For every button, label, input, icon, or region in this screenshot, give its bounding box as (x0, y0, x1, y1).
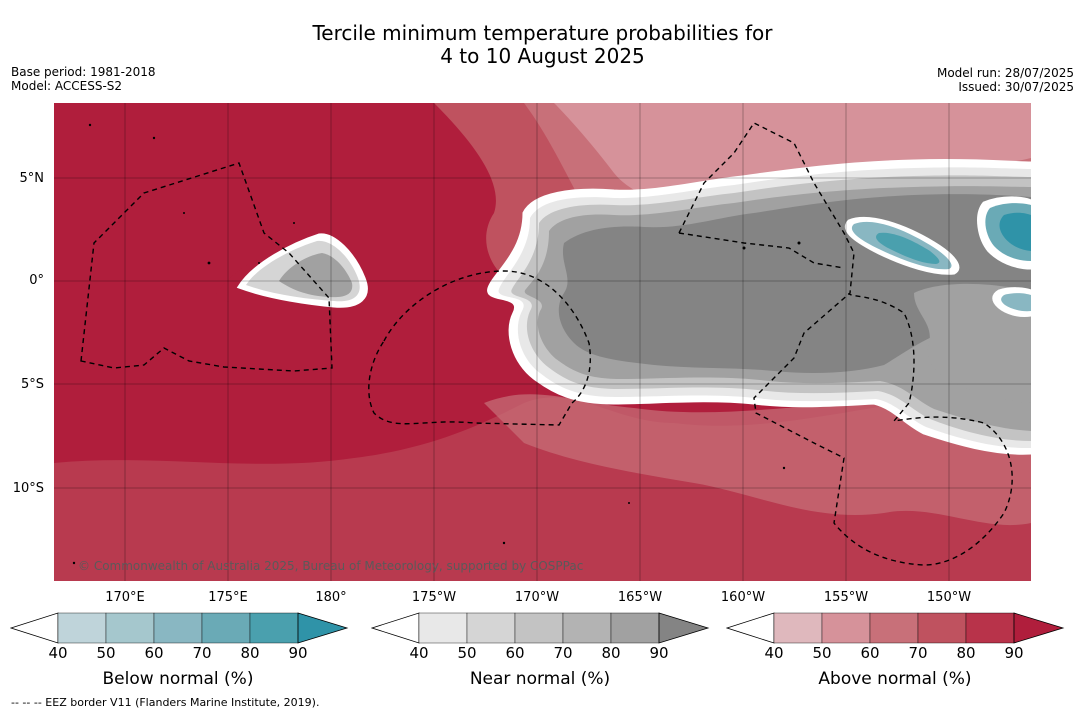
near-normal-west-70 (279, 253, 353, 298)
colorbar-below-seg-1 (105, 612, 155, 644)
cb2-tick-40: 40 (409, 644, 429, 662)
cb3-tick-60: 60 (860, 644, 880, 662)
lon-label-150w: 150°W (926, 590, 972, 605)
lon-label-170e: 170°E (105, 590, 145, 605)
meta-left: Base period: 1981-2018 Model: ACCESS-S2 (11, 65, 156, 93)
colorbar-near-seg-4 (610, 612, 660, 644)
eez-borders (80, 122, 1013, 566)
colorbar-below-seg-0 (57, 612, 107, 644)
cb3-tick-40: 40 (764, 644, 784, 662)
issued-date: Issued: 30/07/2025 (958, 80, 1074, 94)
colorbar-above-seg-3 (917, 612, 967, 644)
title-line-1: Tercile minimum temperature probabilitie… (312, 21, 773, 45)
colorbar-above-seg-1 (821, 612, 871, 644)
colorbar-near-seg-3 (562, 612, 612, 644)
colorbar-above-normal (726, 612, 1065, 644)
cb1-tick-70: 70 (192, 644, 212, 662)
colorbar-below-arrow-right (297, 612, 349, 644)
cb1-tick-40: 40 (48, 644, 68, 662)
cb1-tick-50: 50 (96, 644, 116, 662)
lon-label-160w: 160°W (720, 590, 766, 605)
colorbar-near-seg-1 (466, 612, 516, 644)
cb2-tick-60: 60 (505, 644, 525, 662)
lon-label-180: 180° (315, 590, 347, 605)
cb3-tick-70: 70 (908, 644, 928, 662)
colorbar-above-seg-2 (869, 612, 919, 644)
cb1-label: Below normal (%) (102, 669, 254, 689)
colorbar-above-seg-0 (773, 612, 823, 644)
colorbar-near-normal (371, 612, 710, 644)
graticule (54, 103, 1031, 581)
lon-label-175w: 175°W (411, 590, 457, 605)
colorbar-below-seg-3 (201, 612, 251, 644)
colorbar-below-seg-4 (249, 612, 299, 644)
below-normal-patch-east-core (999, 212, 1031, 251)
lat-label-5n: 5°N (19, 171, 45, 186)
colorbar-below-seg-2 (153, 612, 203, 644)
colorbar-near-seg-2 (514, 612, 564, 644)
model-run: Model run: 28/07/2025 (936, 66, 1074, 80)
cb1-tick-90: 90 (288, 644, 308, 662)
near-normal-east-lighter (914, 283, 1031, 403)
colorbar-below-normal (10, 612, 349, 644)
cb3-tick-90: 90 (1004, 644, 1024, 662)
colorbar-above-seg-4 (965, 612, 1015, 644)
cb2-tick-80: 80 (601, 644, 621, 662)
above-normal-band-50 (554, 103, 1031, 202)
cb2-tick-70: 70 (553, 644, 573, 662)
lon-label-175e: 175°E (208, 590, 248, 605)
colorbar-near-seg-0 (418, 612, 468, 644)
cb1-tick-60: 60 (144, 644, 164, 662)
probability-map (54, 103, 1031, 581)
cb2-label: Near normal (%) (469, 669, 611, 689)
lat-label-5s: 5°S (20, 377, 44, 392)
colorbar-above-arrow-right (1013, 612, 1065, 644)
cb2-tick-90: 90 (649, 644, 669, 662)
copyright-notice: © Commonwealth of Australia 2025, Bureau… (78, 559, 584, 573)
model-name: Model: ACCESS-S2 (11, 79, 123, 93)
colorbar-near-arrow-left (371, 612, 420, 644)
cb3-label: Above normal (%) (818, 669, 972, 689)
lat-label-10s: 10°S (12, 481, 44, 496)
colorbar-below-arrow-left (10, 612, 59, 644)
below-normal-patch-south-fill (1001, 293, 1031, 312)
lon-label-170w: 170°W (514, 590, 560, 605)
cb3-tick-80: 80 (956, 644, 976, 662)
base-period: Base period: 1981-2018 (11, 65, 156, 79)
cb3-tick-50: 50 (812, 644, 832, 662)
map-title: Tercile minimum temperature probabilitie… (0, 22, 1085, 68)
island-markers (72, 123, 801, 565)
below-normal-patch-mid-core (876, 232, 940, 264)
meta-right: Model run: 28/07/2025 Issued: 30/07/2025 (937, 66, 1074, 94)
colorbar-above-arrow-left (726, 612, 775, 644)
lon-label-155w: 155°W (823, 590, 869, 605)
cb2-tick-50: 50 (457, 644, 477, 662)
lon-label-165w: 165°W (617, 590, 663, 605)
cb1-tick-80: 80 (240, 644, 260, 662)
above-normal-lower-band-2 (484, 394, 1031, 526)
lat-label-0: 0° (29, 273, 44, 288)
colorbar-near-arrow-right (658, 612, 710, 644)
title-line-2: 4 to 10 August 2025 (440, 44, 645, 68)
eez-footnote: -- -- -- EEZ border V11 (Flanders Marine… (11, 696, 320, 709)
